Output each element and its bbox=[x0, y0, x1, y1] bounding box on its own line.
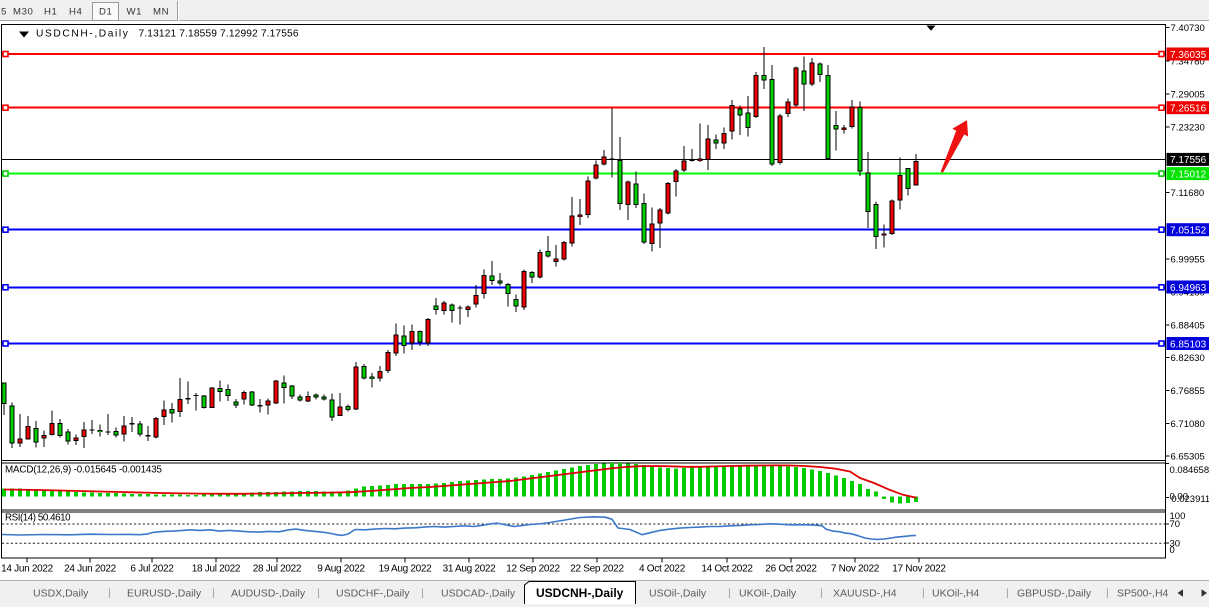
svg-text:UKOil-,H4: UKOil-,H4 bbox=[932, 588, 979, 600]
svg-text:0.084658: 0.084658 bbox=[1170, 465, 1209, 476]
svg-text:USDCNH-,Daily: USDCNH-,Daily bbox=[36, 29, 130, 40]
svg-text:M30: M30 bbox=[13, 7, 33, 18]
svg-text:7.05152: 7.05152 bbox=[1170, 226, 1207, 237]
svg-text:6.71080: 6.71080 bbox=[1171, 419, 1205, 430]
svg-text:USDX,Daily: USDX,Daily bbox=[33, 588, 89, 600]
svg-text:6.88405: 6.88405 bbox=[1171, 320, 1205, 331]
svg-text:|: | bbox=[421, 587, 424, 599]
svg-text:19 Aug 2022: 19 Aug 2022 bbox=[379, 564, 433, 575]
svg-text:0.023911: 0.023911 bbox=[1171, 494, 1209, 505]
svg-text:12 Sep 2022: 12 Sep 2022 bbox=[506, 564, 560, 575]
svg-text:H4: H4 bbox=[69, 7, 83, 18]
svg-text:4 Oct 2022: 4 Oct 2022 bbox=[639, 564, 686, 575]
svg-text:|: | bbox=[820, 587, 823, 599]
svg-text:18 Jul 2022: 18 Jul 2022 bbox=[192, 564, 241, 575]
svg-text:6 Jul 2022: 6 Jul 2022 bbox=[130, 564, 174, 575]
svg-text:USOil-,Daily: USOil-,Daily bbox=[649, 588, 707, 600]
svg-text:6.99955: 6.99955 bbox=[1171, 255, 1205, 266]
svg-text:7.11680: 7.11680 bbox=[1171, 188, 1205, 199]
svg-text:XAUUSD-,H4: XAUUSD-,H4 bbox=[833, 588, 897, 600]
svg-text:H1: H1 bbox=[44, 7, 57, 18]
svg-text:|: | bbox=[1106, 587, 1109, 599]
svg-text:|: | bbox=[1006, 587, 1009, 599]
svg-text:|: | bbox=[108, 587, 111, 599]
svg-text:9 Aug 2022: 9 Aug 2022 bbox=[317, 564, 365, 575]
svg-text:MN: MN bbox=[153, 7, 169, 18]
svg-text:USDCHF-,Daily: USDCHF-,Daily bbox=[336, 588, 410, 600]
svg-text:7.36035: 7.36035 bbox=[1170, 50, 1207, 61]
svg-text:6.94963: 6.94963 bbox=[1170, 283, 1207, 294]
svg-text:|: | bbox=[922, 587, 925, 599]
svg-text:USDCAD-,Daily: USDCAD-,Daily bbox=[441, 588, 516, 600]
svg-text:UKOil-,Daily: UKOil-,Daily bbox=[739, 588, 797, 600]
svg-text:22 Sep 2022: 22 Sep 2022 bbox=[570, 564, 624, 575]
svg-text:D1: D1 bbox=[99, 7, 112, 18]
svg-text:RSI(14) 50.4610: RSI(14) 50.4610 bbox=[5, 513, 71, 524]
svg-text:26 Oct 2022: 26 Oct 2022 bbox=[765, 564, 817, 575]
svg-text:EURUSD-,Daily: EURUSD-,Daily bbox=[127, 588, 202, 600]
svg-text:7.40730: 7.40730 bbox=[1171, 23, 1205, 34]
svg-text:14 Jun 2022: 14 Jun 2022 bbox=[1, 564, 53, 575]
svg-text:7.29005: 7.29005 bbox=[1171, 90, 1205, 101]
svg-text:6.65305: 6.65305 bbox=[1171, 452, 1205, 463]
svg-text:W1: W1 bbox=[127, 7, 143, 18]
svg-text:7.15012: 7.15012 bbox=[1170, 169, 1207, 180]
svg-text:14 Oct 2022: 14 Oct 2022 bbox=[701, 564, 753, 575]
svg-text:MACD(12,26,9) -0.015645 -0.001: MACD(12,26,9) -0.015645 -0.001435 bbox=[5, 465, 163, 476]
svg-text:70: 70 bbox=[1170, 519, 1181, 530]
svg-text:0: 0 bbox=[1170, 545, 1175, 556]
svg-text:17 Nov 2022: 17 Nov 2022 bbox=[892, 564, 946, 575]
svg-text:24 Jun 2022: 24 Jun 2022 bbox=[64, 564, 116, 575]
svg-text:USDCNH-,Daily: USDCNH-,Daily bbox=[536, 586, 624, 600]
svg-text:7.13121 7.18559 7.12992 7.1755: 7.13121 7.18559 7.12992 7.17556 bbox=[139, 29, 299, 40]
svg-text:GBPUSD-,Daily: GBPUSD-,Daily bbox=[1017, 588, 1092, 600]
svg-text:31 Aug 2022: 31 Aug 2022 bbox=[443, 564, 497, 575]
svg-text:SP500-,H4: SP500-,H4 bbox=[1117, 588, 1169, 600]
svg-text:|: | bbox=[317, 587, 320, 599]
svg-text:7 Nov 2022: 7 Nov 2022 bbox=[831, 564, 880, 575]
svg-text:7.26516: 7.26516 bbox=[1170, 104, 1207, 115]
svg-text:|: | bbox=[212, 587, 215, 599]
svg-text:AUDUSD-,Daily: AUDUSD-,Daily bbox=[231, 588, 306, 600]
svg-text:28 Jul 2022: 28 Jul 2022 bbox=[253, 564, 302, 575]
svg-text:6.85103: 6.85103 bbox=[1170, 339, 1207, 350]
svg-text:7.17556: 7.17556 bbox=[1170, 155, 1207, 166]
svg-text:6.76855: 6.76855 bbox=[1171, 386, 1205, 397]
svg-text:7.23230: 7.23230 bbox=[1171, 122, 1205, 133]
svg-text:5: 5 bbox=[1, 7, 7, 18]
svg-text:|: | bbox=[728, 587, 731, 599]
svg-text:6.82630: 6.82630 bbox=[1171, 353, 1205, 364]
